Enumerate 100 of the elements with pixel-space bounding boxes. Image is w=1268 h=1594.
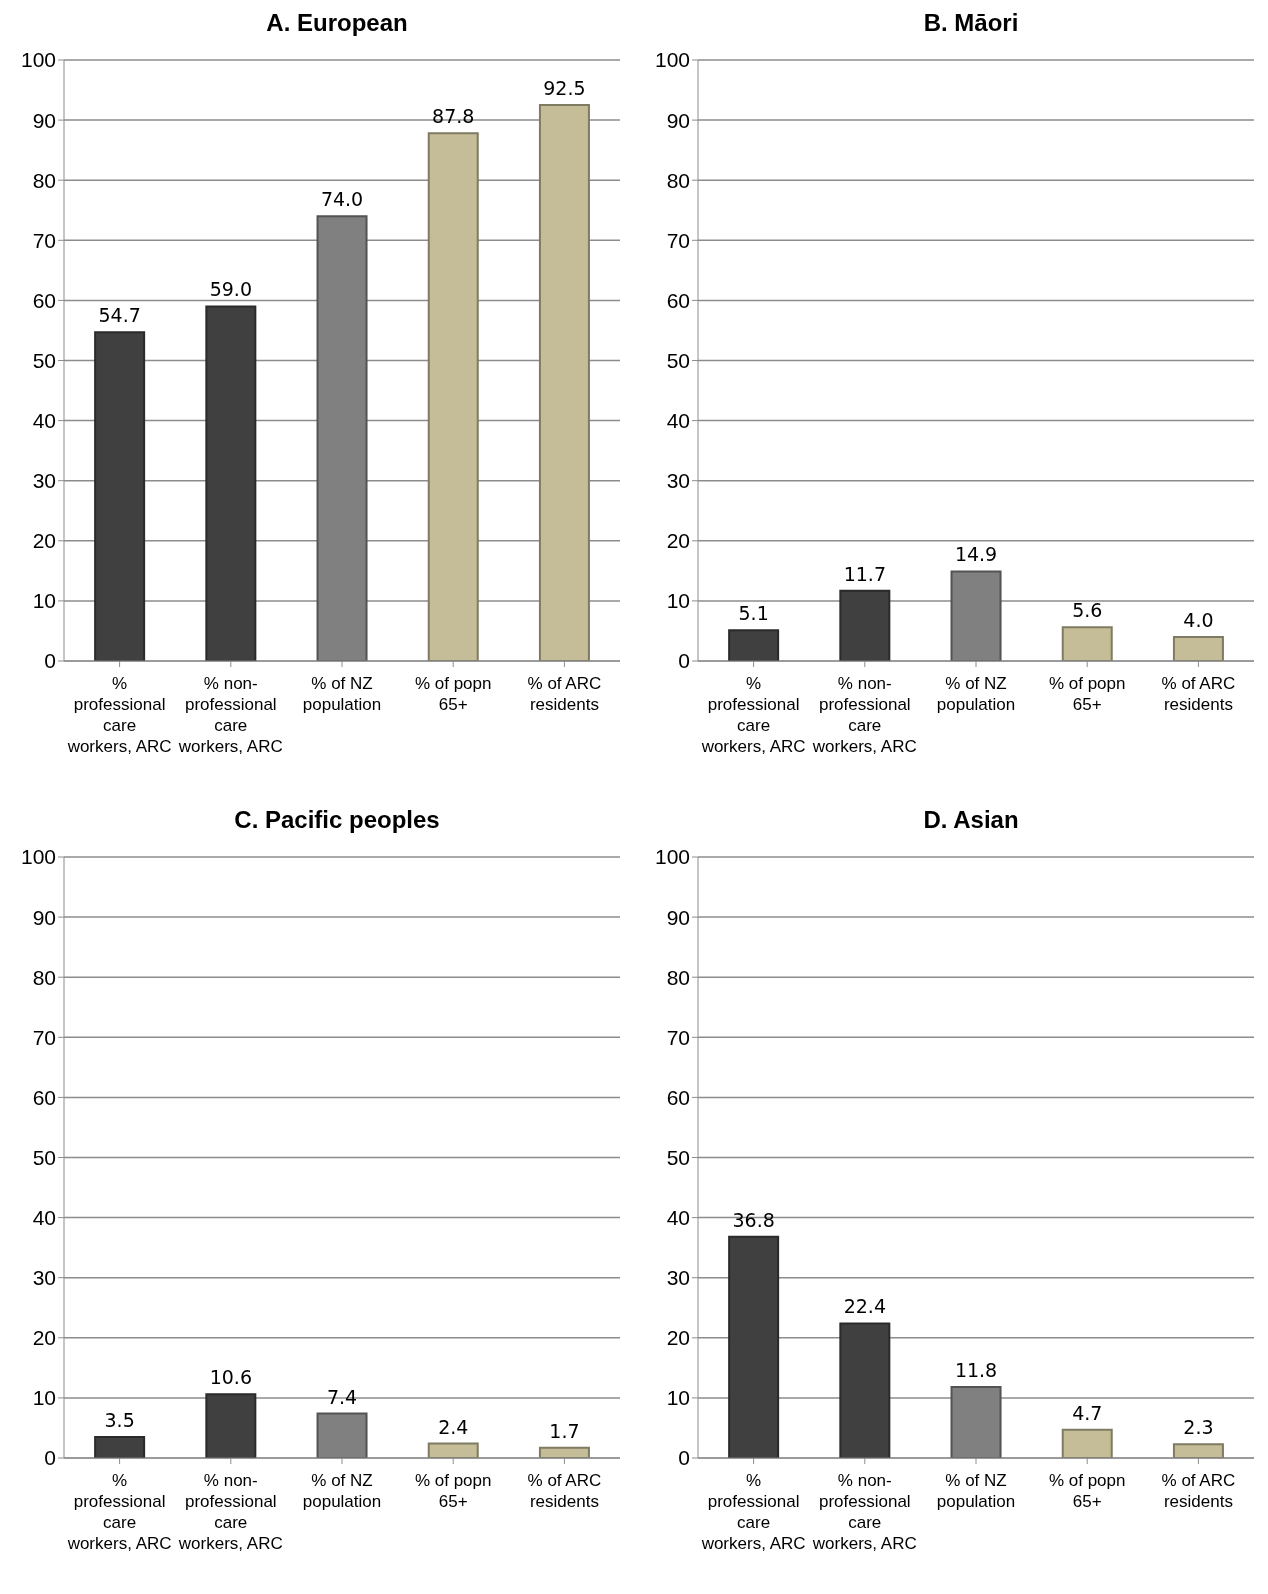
- data-label: 10.6: [209, 1366, 252, 1389]
- y-tick-label: 40: [666, 1206, 690, 1230]
- bar: [94, 331, 146, 661]
- y-tick-label: 0: [44, 1446, 56, 1470]
- x-tick-label: % of NZ population: [302, 1471, 382, 1511]
- bar: [1172, 635, 1224, 661]
- x-tick-label: % of popn 65+: [1048, 674, 1126, 714]
- bar: [728, 1235, 780, 1458]
- bar: [1172, 1443, 1224, 1458]
- y-tick-label: 90: [666, 108, 690, 132]
- y-tick-label: 0: [678, 649, 690, 673]
- data-label: 2.4: [438, 1415, 469, 1438]
- x-tick-label: % of ARC residents: [527, 1471, 602, 1511]
- y-tick-label: 100: [654, 48, 690, 72]
- y-tick-label: 20: [32, 1326, 56, 1350]
- bar: [728, 629, 780, 661]
- y-tick-label: 10: [32, 1386, 56, 1410]
- y-tick-label: 70: [666, 228, 690, 252]
- x-tick-label: % of ARC residents: [527, 674, 602, 714]
- bar: [1061, 1428, 1113, 1458]
- data-label: 4.0: [1183, 608, 1214, 631]
- data-label: 22.4: [843, 1295, 886, 1318]
- data-label: 1.7: [549, 1419, 580, 1442]
- y-tick-label: 40: [32, 409, 56, 433]
- x-tick-label: % of ARC residents: [1161, 1471, 1236, 1511]
- bar: [205, 305, 257, 661]
- x-tick-label: % professional care workers, ARC: [66, 674, 172, 756]
- y-tick-label: 90: [666, 905, 690, 929]
- y-tick-label: 70: [32, 1025, 56, 1049]
- data-label: 2.3: [1183, 1416, 1214, 1439]
- y-tick-label: 30: [32, 469, 56, 493]
- data-label: 11.7: [843, 562, 886, 585]
- chart-title: C. Pacific peoples: [233, 805, 441, 835]
- y-tick-label: 60: [32, 288, 56, 312]
- y-tick-label: 100: [654, 845, 690, 869]
- y-tick-label: 20: [666, 529, 690, 553]
- x-tick-label: % of popn 65+: [1048, 1471, 1126, 1511]
- y-tick-label: 20: [32, 529, 56, 553]
- x-tick-label: % of NZ population: [302, 674, 382, 714]
- bar: [427, 1442, 479, 1458]
- y-tick-label: 90: [32, 108, 56, 132]
- x-tick-label: % professional care workers, ARC: [66, 1471, 172, 1553]
- y-tick-label: 20: [666, 1326, 690, 1350]
- y-tick-label: 50: [32, 348, 56, 372]
- data-label: 54.7: [98, 304, 141, 327]
- x-tick-label: % of NZ population: [936, 674, 1016, 714]
- data-label: 5.1: [738, 602, 769, 625]
- bar: [839, 1322, 891, 1458]
- y-tick-label: 60: [666, 1085, 690, 1109]
- x-tick-label: % non-professional care workers, ARC: [811, 1471, 917, 1553]
- y-tick-label: 0: [44, 649, 56, 673]
- data-label: 7.4: [326, 1385, 358, 1408]
- x-tick-label: % of NZ population: [936, 1471, 1016, 1511]
- chart-title: A. European: [265, 8, 409, 38]
- bar: [839, 589, 891, 661]
- chart-title: D. Asian: [922, 805, 1020, 835]
- y-tick-label: 70: [32, 228, 56, 252]
- y-tick-label: 100: [20, 48, 56, 72]
- y-tick-label: 80: [666, 965, 690, 989]
- x-tick-label: % professional care workers, ARC: [700, 674, 806, 756]
- y-tick-label: 80: [666, 168, 690, 192]
- data-label: 74.0: [320, 188, 364, 211]
- x-tick-label: % professional care workers, ARC: [700, 1471, 806, 1553]
- y-tick-label: 70: [666, 1025, 690, 1049]
- x-tick-label: % of ARC residents: [1161, 674, 1236, 714]
- y-tick-label: 10: [32, 589, 56, 613]
- bar: [1061, 626, 1113, 661]
- y-tick-label: 100: [20, 845, 56, 869]
- y-tick-label: 80: [32, 965, 56, 989]
- data-label: 59.0: [209, 278, 252, 301]
- y-tick-label: 80: [32, 168, 56, 192]
- y-tick-label: 40: [32, 1206, 56, 1230]
- data-label: 14.9: [954, 543, 998, 566]
- x-tick-label: % of popn 65+: [414, 674, 492, 714]
- y-tick-label: 90: [32, 905, 56, 929]
- data-label: 36.8: [732, 1208, 775, 1231]
- data-label: 4.7: [1072, 1401, 1103, 1424]
- y-tick-label: 50: [32, 1145, 56, 1169]
- x-tick-label: % non-professional care workers, ARC: [177, 1471, 283, 1553]
- x-tick-label: % non-professional care workers, ARC: [177, 674, 283, 756]
- bar: [205, 1393, 257, 1458]
- y-tick-label: 30: [666, 1266, 690, 1290]
- y-tick-label: 60: [666, 288, 690, 312]
- y-tick-label: 10: [666, 1386, 690, 1410]
- y-tick-label: 30: [666, 469, 690, 493]
- x-tick-label: % non-professional care workers, ARC: [811, 674, 917, 756]
- data-label: 92.5: [543, 77, 586, 100]
- y-tick-label: 40: [666, 409, 690, 433]
- data-label: 11.8: [954, 1359, 998, 1382]
- y-tick-label: 30: [32, 1266, 56, 1290]
- y-tick-label: 60: [32, 1085, 56, 1109]
- bar: [427, 132, 479, 661]
- data-label: 5.6: [1072, 599, 1103, 622]
- bar: [94, 1435, 146, 1458]
- y-tick-label: 50: [666, 1145, 690, 1169]
- data-label: 87.8: [432, 105, 475, 128]
- bar: [538, 1446, 590, 1458]
- y-tick-label: 0: [678, 1446, 690, 1470]
- x-tick-label: % of popn 65+: [414, 1471, 492, 1511]
- y-tick-label: 10: [666, 589, 690, 613]
